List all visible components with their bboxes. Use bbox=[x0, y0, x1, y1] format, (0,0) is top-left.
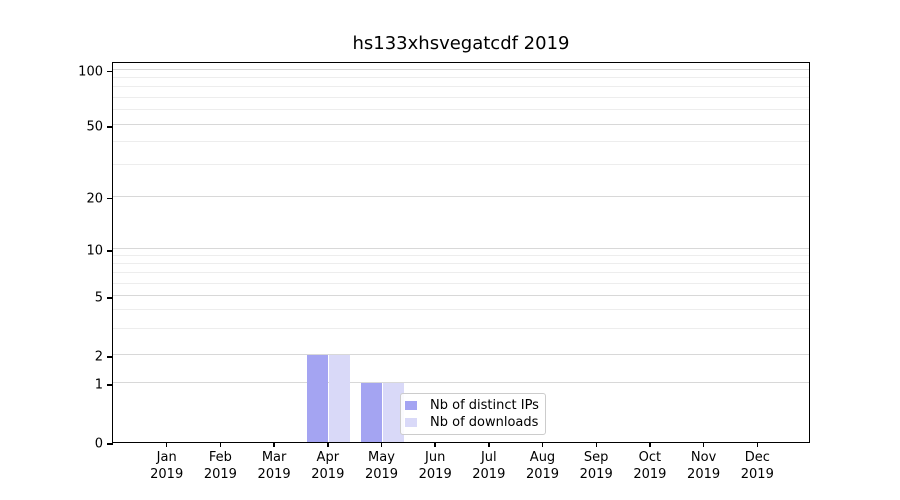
legend-label-downloads: Nb of downloads bbox=[430, 415, 539, 430]
x-tick-month: Jul bbox=[480, 450, 497, 465]
x-tick-label-aug: Aug 2019 bbox=[526, 449, 559, 483]
x-tick-month: Jun bbox=[425, 450, 446, 465]
x-tick-month: May bbox=[368, 450, 395, 465]
y-tick-mark bbox=[107, 356, 113, 358]
x-tick-month: Feb bbox=[208, 450, 232, 465]
gridline-minor bbox=[113, 327, 809, 329]
x-tick-month: Oct bbox=[638, 450, 662, 465]
gridline-minor bbox=[113, 272, 809, 274]
gridline-minor bbox=[113, 109, 809, 111]
x-tick-year: 2019 bbox=[525, 467, 560, 482]
x-tick-label-sep: Sep 2019 bbox=[580, 449, 613, 483]
x-tick-label-mar: Mar 2019 bbox=[258, 449, 291, 483]
gridline-minor bbox=[113, 255, 809, 257]
x-tick-year: 2019 bbox=[472, 467, 506, 482]
x-tick-year: 2019 bbox=[150, 467, 184, 482]
x-tick-label-oct: Oct 2019 bbox=[633, 449, 666, 483]
x-tick-mark bbox=[756, 442, 759, 447]
x-tick-label-apr: Apr 2019 bbox=[311, 449, 344, 483]
x-tick-label-may: May 2019 bbox=[365, 449, 398, 483]
legend-label-distinct-ips: Nb of distinct IPs bbox=[430, 398, 539, 413]
x-tick-month: Jan bbox=[156, 450, 177, 465]
gridline-major bbox=[113, 68, 809, 70]
x-tick-label-feb: Feb 2019 bbox=[204, 449, 237, 483]
plot-area: 100 50 20 10 5 2 1 0 Jan 2019 Feb 2019 Mar 2019 Apr 201… bbox=[78, 62, 810, 482]
x-tick-label-nov: Nov 2019 bbox=[687, 449, 720, 483]
x-tick-mark bbox=[488, 442, 490, 447]
gridline-major bbox=[113, 123, 809, 125]
x-tick-month: Mar bbox=[261, 450, 287, 465]
bar-downloads-may bbox=[382, 382, 404, 442]
x-tick-year: 2019 bbox=[418, 467, 452, 482]
y-tick-label: 0 bbox=[94, 436, 103, 452]
x-tick-label-jun: Jun 2019 bbox=[419, 449, 452, 483]
bar-downloads-apr bbox=[328, 354, 350, 442]
x-tick-year: 2019 bbox=[740, 467, 774, 482]
x-tick-year: 2019 bbox=[311, 467, 345, 482]
gridline-minor bbox=[113, 309, 809, 311]
y-tick-label: 50 bbox=[86, 119, 103, 135]
gridline-major bbox=[113, 248, 809, 249]
bar-distinct-ips-apr bbox=[306, 354, 328, 442]
x-tick-mark bbox=[273, 442, 275, 447]
x-tick-year: 2019 bbox=[257, 467, 291, 482]
legend-entry-downloads: Nb of downloads bbox=[405, 415, 545, 430]
x-tick-mark bbox=[702, 442, 705, 447]
x-tick-month: Sep bbox=[583, 450, 609, 465]
x-tick-mark bbox=[541, 442, 544, 447]
x-tick-mark bbox=[595, 442, 597, 447]
x-tick-year: 2019 bbox=[364, 467, 399, 482]
x-tick-mark bbox=[434, 442, 436, 447]
gridline-minor bbox=[113, 141, 809, 143]
y-tick-mark bbox=[107, 197, 113, 200]
x-tick-year: 2019 bbox=[633, 467, 667, 482]
x-tick-mark bbox=[219, 442, 222, 447]
gridline-minor bbox=[113, 263, 809, 265]
x-tick-label-jul: Jul 2019 bbox=[472, 449, 505, 483]
x-tick-year: 2019 bbox=[579, 467, 613, 482]
y-tick-label: 5 bbox=[94, 290, 103, 306]
bar-distinct-ips-may bbox=[360, 382, 382, 442]
y-tick-mark bbox=[107, 70, 113, 73]
chart-title: hs133xhsvegatcdf 2019 bbox=[352, 33, 570, 54]
x-tick-label-dec: Dec 2019 bbox=[741, 449, 774, 483]
x-tick-year: 2019 bbox=[687, 467, 721, 482]
gridline-major bbox=[113, 195, 809, 197]
gridline-minor bbox=[113, 86, 809, 88]
y-tick-label: 2 bbox=[94, 349, 103, 365]
y-tick-label: 10 bbox=[86, 243, 103, 259]
legend-entry-distinct-ips: Nb of distinct IPs bbox=[405, 398, 545, 413]
x-tick-month: Dec bbox=[744, 450, 770, 465]
y-tick-label: 100 bbox=[78, 64, 103, 80]
gridline-minor bbox=[113, 77, 809, 78]
gridline-minor bbox=[113, 97, 809, 98]
x-tick-label-jan: Jan 2019 bbox=[150, 449, 183, 483]
x-tick-mark bbox=[327, 442, 329, 447]
legend-color-swatch-downloads bbox=[405, 418, 417, 427]
x-tick-mark bbox=[380, 442, 383, 447]
x-tick-year: 2019 bbox=[203, 467, 237, 482]
gridline-major bbox=[113, 353, 809, 355]
x-tick-month: Nov bbox=[690, 450, 717, 465]
x-tick-month: Aug bbox=[529, 450, 556, 465]
y-tick-label: 20 bbox=[86, 191, 103, 206]
x-tick-mark bbox=[165, 442, 168, 447]
y-tick-mark bbox=[107, 443, 113, 445]
gridline-major bbox=[113, 381, 809, 383]
y-tick-label: 1 bbox=[94, 377, 103, 393]
gridline-minor bbox=[113, 163, 809, 165]
y-tick-mark bbox=[107, 126, 113, 128]
legend: Nb of distinct IPs Nb of downloads bbox=[400, 393, 546, 435]
y-tick-mark bbox=[107, 250, 113, 252]
y-tick-mark bbox=[107, 297, 113, 299]
y-tick-mark bbox=[107, 384, 113, 386]
legend-color-swatch-distinct-ips bbox=[405, 401, 417, 410]
x-tick-mark bbox=[649, 442, 651, 447]
x-tick-month: Apr bbox=[316, 450, 340, 465]
gridline-major bbox=[113, 295, 809, 297]
gridline-minor bbox=[113, 282, 809, 284]
